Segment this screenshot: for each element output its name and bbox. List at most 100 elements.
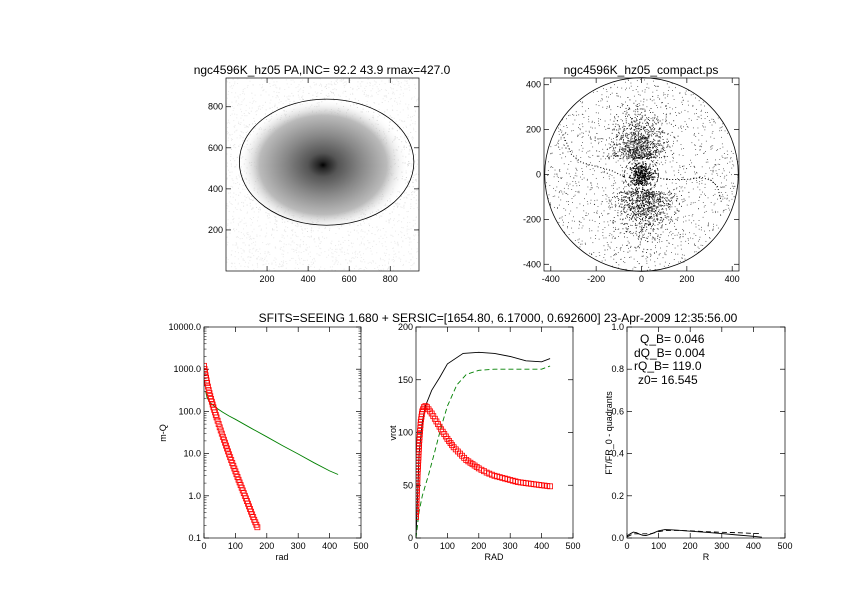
sparse-point [583,218,585,220]
noise-pixel [244,98,246,100]
noise-pixel [357,253,359,255]
lobe-point [662,147,664,149]
sparse-point [615,182,617,184]
sparse-point [681,148,682,150]
lobe-point [653,199,655,201]
noise-pixel [259,225,261,227]
sparse-point [592,242,594,244]
lobe-point [621,137,623,139]
noise-pixel [412,139,414,141]
noise-pixel [281,253,283,255]
lobe-point [656,251,657,253]
noise-pixel [290,237,292,239]
lobe-point [664,132,666,134]
sparse-point [641,135,642,136]
lobe-point [640,118,642,120]
noise-pixel [240,265,242,267]
lobe-point [619,158,621,160]
noise-pixel [364,90,366,92]
sparse-point [643,150,645,152]
noise-pixel [242,228,244,230]
noise-pixel [410,203,412,205]
sparse-point [731,185,733,187]
noise-pixel [229,122,231,124]
sparse-point [592,154,594,156]
sparse-point [563,163,565,165]
lobe-point [623,139,624,141]
x-tick-label: 400 [301,274,316,284]
noise-pixel [376,86,378,88]
lobe-point [648,225,650,226]
sparse-point [620,259,622,260]
noise-pixel [412,179,414,181]
lobe-point [627,141,629,143]
lobe-point [647,122,649,124]
sparse-point [711,118,713,120]
lobe-point [627,137,629,139]
noise-pixel [377,266,379,268]
noise-pixel [252,207,254,209]
noise-pixel [267,243,269,245]
sparse-point [647,236,649,238]
sparse-point [618,236,619,237]
noise-pixel [320,248,322,250]
noise-pixel [357,81,359,83]
lobe-point [650,156,652,158]
lobe-point [630,217,632,219]
sparse-point [683,126,684,128]
sparse-point [672,90,673,91]
lobe-point [678,203,680,205]
sparse-point [597,226,599,228]
sparse-point [610,113,612,115]
sparse-point [648,174,650,175]
noise-pixel [398,97,400,99]
noise-pixel [283,250,285,252]
noise-pixel [309,85,311,87]
sparse-point [723,186,724,188]
sparse-point [606,100,608,102]
sparse-point [629,87,630,89]
sparse-point [552,196,554,197]
noise-pixel [331,84,333,86]
sparse-point [640,100,642,102]
lobe-point [642,122,644,124]
lobe-point [638,191,640,193]
sparse-point [629,207,631,209]
lobe-point [664,194,666,196]
sparse-point [695,136,697,138]
sparse-point [645,237,647,239]
sparse-point [681,177,683,178]
noise-pixel [245,126,247,128]
noise-pixel [331,240,333,242]
sparse-point [572,123,574,125]
sparse-point [609,246,611,248]
sparse-point [625,89,626,91]
sparse-point [665,229,667,230]
lobe-point [641,206,643,208]
lobe-point [661,102,663,104]
sparse-point [704,126,706,128]
sparse-point [697,116,699,118]
noise-pixel [286,96,288,98]
sparse-point [606,96,607,98]
sparse-point [692,93,694,95]
lobe-point [652,123,654,125]
lobe-point [649,216,651,218]
lobe-point [634,121,636,123]
lobe-point [635,250,637,252]
lobe-point [622,192,624,194]
sparse-point [624,257,626,258]
lobe-point [669,146,671,148]
noise-pixel [298,89,300,91]
lobe-point [641,202,643,204]
sparse-point [614,180,615,182]
noise-pixel [276,107,278,109]
noise-pixel [274,219,276,221]
noise-pixel [234,160,236,162]
lobe-point [622,135,624,136]
noise-pixel [395,256,397,258]
sparse-point [709,237,710,238]
sparse-point [654,85,655,86]
sparse-point [681,199,683,201]
noise-pixel [366,101,368,103]
